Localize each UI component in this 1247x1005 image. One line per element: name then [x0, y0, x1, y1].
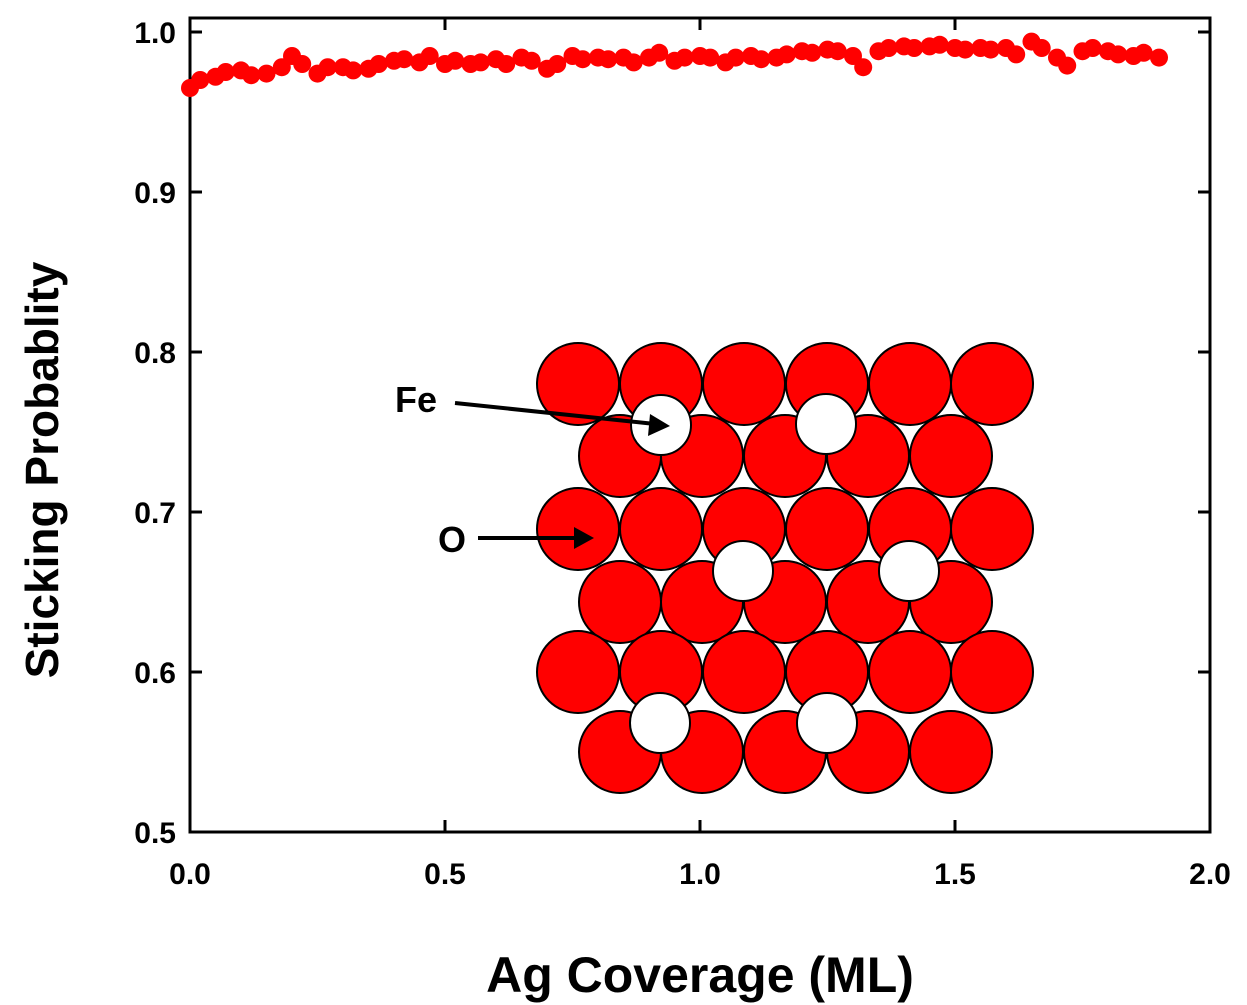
data-point	[471, 53, 490, 72]
data-point	[675, 48, 694, 67]
data-point	[257, 64, 276, 83]
data-point	[344, 61, 363, 80]
data-point	[1032, 39, 1051, 57]
arrow	[454, 401, 656, 426]
data-point	[216, 63, 235, 81]
y-tick-label: 0.6	[134, 657, 176, 690]
oxygen-atoms	[536, 342, 1034, 794]
data-point	[803, 43, 822, 62]
data-point	[522, 51, 541, 70]
data-point	[318, 58, 337, 77]
data-point	[191, 71, 210, 89]
x-tick-label: 0.0	[169, 858, 211, 891]
data-point	[726, 48, 745, 67]
data-point	[752, 50, 771, 69]
data-point	[879, 39, 898, 57]
y-tick-label: 0.7	[134, 497, 176, 530]
data-point	[624, 53, 643, 72]
data-point	[1109, 45, 1128, 64]
data-point	[446, 51, 465, 70]
arrowhead	[648, 414, 670, 436]
y-tick-label: 0.5	[134, 817, 176, 850]
data-point	[701, 48, 720, 67]
data-point	[420, 47, 439, 65]
data-point	[777, 45, 796, 64]
data-point	[599, 50, 618, 69]
data-point	[1150, 48, 1168, 67]
y-tick-label: 0.8	[134, 337, 176, 370]
data-point	[1058, 56, 1077, 75]
y-axis-label: Sticking Probablity	[16, 261, 68, 678]
iron-atoms	[629, 393, 940, 754]
data-point	[1007, 45, 1026, 64]
data-point	[1134, 43, 1153, 62]
arrowhead	[574, 527, 594, 549]
y-tick-label: 0.9	[134, 177, 176, 210]
data-point	[497, 55, 516, 73]
annotation: Fe	[395, 379, 437, 420]
data-point	[650, 43, 669, 62]
data-point	[293, 55, 312, 73]
y-tick-label: 1.0	[134, 17, 176, 50]
data-point	[573, 50, 592, 69]
x-tick-label: 1.5	[934, 858, 976, 891]
x-tick-label: 2.0	[1189, 858, 1231, 891]
x-axis-label: Ag Coverage (ML)	[486, 947, 914, 1003]
data-point	[905, 39, 924, 57]
lattice-inset	[454, 342, 1034, 794]
data-point	[1083, 39, 1102, 57]
data-point	[930, 35, 949, 54]
data-point	[956, 40, 975, 59]
data-point	[548, 55, 567, 73]
annotation: O	[438, 519, 466, 560]
data-point	[369, 55, 388, 73]
x-tick-label: 0.5	[424, 858, 466, 891]
data-point	[395, 50, 414, 69]
data-point	[242, 66, 261, 85]
data-point	[828, 42, 847, 61]
x-tick-label: 1.0	[679, 858, 721, 891]
data-point	[854, 58, 873, 77]
data-point	[981, 40, 1000, 59]
